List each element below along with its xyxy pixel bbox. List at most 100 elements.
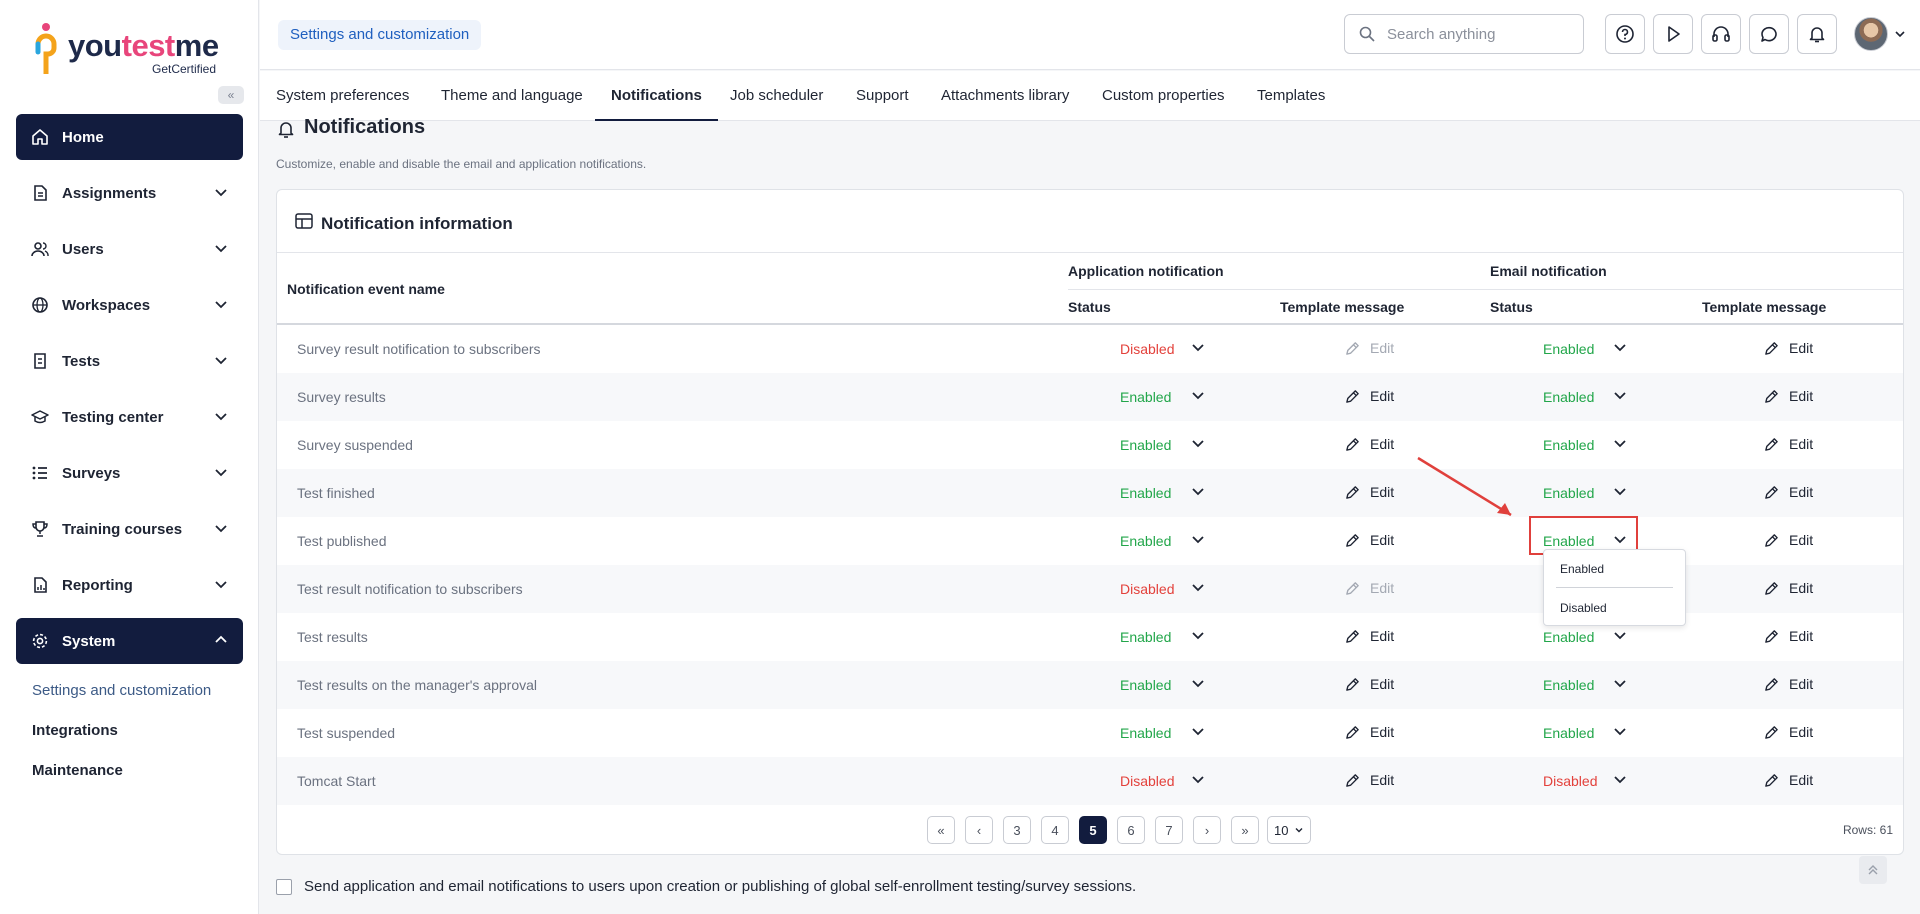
notifications-button[interactable] bbox=[1797, 14, 1837, 54]
email-status[interactable]: Disabled bbox=[1543, 773, 1598, 789]
app-edit-button[interactable]: Edit bbox=[1345, 580, 1394, 596]
logo[interactable]: youtestme GetCertified bbox=[34, 22, 234, 76]
chat-button[interactable] bbox=[1749, 14, 1789, 54]
prev-page-button[interactable]: ‹ bbox=[965, 816, 993, 844]
tab-theme-and-language[interactable]: Theme and language bbox=[441, 87, 583, 104]
play-button[interactable] bbox=[1653, 14, 1693, 54]
app-status[interactable]: Enabled bbox=[1120, 437, 1172, 453]
breadcrumb[interactable]: Settings and customization bbox=[278, 20, 482, 50]
chevron-down-icon[interactable] bbox=[1613, 388, 1627, 402]
sidebar-item-reporting[interactable]: Reporting bbox=[16, 562, 243, 608]
email-status[interactable]: Enabled bbox=[1543, 437, 1595, 453]
email-status[interactable]: Enabled bbox=[1543, 677, 1595, 693]
last-page-button[interactable]: » bbox=[1231, 816, 1259, 844]
email-edit-button[interactable]: Edit bbox=[1764, 628, 1813, 644]
app-status[interactable]: Enabled bbox=[1120, 677, 1172, 693]
chevron-down-icon[interactable] bbox=[1613, 436, 1627, 450]
dropdown-option-enabled[interactable]: Enabled bbox=[1560, 562, 1605, 576]
chevron-down-icon[interactable] bbox=[1613, 532, 1627, 546]
app-edit-button[interactable]: Edit bbox=[1345, 724, 1394, 740]
chevron-down-icon[interactable] bbox=[1613, 724, 1627, 738]
email-edit-button[interactable]: Edit bbox=[1764, 436, 1813, 452]
page-button[interactable]: 4 bbox=[1041, 816, 1069, 844]
chevron-down-icon[interactable] bbox=[1894, 28, 1906, 40]
page-button[interactable]: 6 bbox=[1117, 816, 1145, 844]
tab-notifications[interactable]: Notifications bbox=[595, 71, 718, 121]
support-button[interactable] bbox=[1701, 14, 1741, 54]
app-status[interactable]: Disabled bbox=[1120, 341, 1175, 357]
chevron-down-icon[interactable] bbox=[1613, 628, 1627, 642]
sub-item-integrations[interactable]: Integrations bbox=[32, 722, 118, 739]
email-edit-button[interactable]: Edit bbox=[1764, 532, 1813, 548]
tab-job-scheduler[interactable]: Job scheduler bbox=[730, 87, 824, 104]
email-edit-button[interactable]: Edit bbox=[1764, 580, 1813, 596]
collapse-sidebar-button[interactable]: « bbox=[218, 86, 244, 104]
app-status[interactable]: Enabled bbox=[1120, 725, 1172, 741]
sub-item-settings-and-customization[interactable]: Settings and customization bbox=[32, 682, 212, 699]
avatar[interactable] bbox=[1854, 17, 1888, 51]
search-input[interactable]: Search anything bbox=[1344, 14, 1584, 54]
email-edit-button[interactable]: Edit bbox=[1764, 676, 1813, 692]
chevron-down-icon[interactable] bbox=[1613, 484, 1627, 498]
chevron-down-icon[interactable] bbox=[1191, 676, 1205, 690]
app-edit-button[interactable]: Edit bbox=[1345, 436, 1394, 452]
next-page-button[interactable]: › bbox=[1193, 816, 1221, 844]
help-button[interactable] bbox=[1605, 14, 1645, 54]
email-status[interactable]: Enabled bbox=[1543, 725, 1595, 741]
app-edit-button[interactable]: Edit bbox=[1345, 484, 1394, 500]
chevron-down-icon[interactable] bbox=[1191, 484, 1205, 498]
chevron-down-icon[interactable] bbox=[1191, 436, 1205, 450]
tab-custom-properties[interactable]: Custom properties bbox=[1102, 87, 1225, 104]
page-button-current[interactable]: 5 bbox=[1079, 816, 1107, 844]
app-status[interactable]: Enabled bbox=[1120, 485, 1172, 501]
app-edit-button[interactable]: Edit bbox=[1345, 340, 1394, 356]
sidebar-item-users[interactable]: Users bbox=[16, 226, 243, 272]
app-status[interactable]: Disabled bbox=[1120, 773, 1175, 789]
first-page-button[interactable]: « bbox=[927, 816, 955, 844]
email-status[interactable]: Enabled bbox=[1543, 533, 1595, 549]
chevron-down-icon[interactable] bbox=[1191, 772, 1205, 786]
chevron-down-icon[interactable] bbox=[1191, 580, 1205, 594]
scroll-to-top-button[interactable] bbox=[1859, 856, 1887, 884]
email-edit-button[interactable]: Edit bbox=[1764, 484, 1813, 500]
sub-item-maintenance[interactable]: Maintenance bbox=[32, 762, 123, 779]
send-notifications-checkbox[interactable] bbox=[276, 878, 292, 895]
sidebar-item-surveys[interactable]: Surveys bbox=[16, 450, 243, 496]
sidebar-item-assignments[interactable]: Assignments bbox=[16, 170, 243, 216]
page-button[interactable]: 7 bbox=[1155, 816, 1183, 844]
email-status[interactable]: Enabled bbox=[1543, 341, 1595, 357]
email-edit-button[interactable]: Edit bbox=[1764, 388, 1813, 404]
app-edit-button[interactable]: Edit bbox=[1345, 628, 1394, 644]
chevron-down-icon[interactable] bbox=[1191, 340, 1205, 354]
app-edit-button[interactable]: Edit bbox=[1345, 388, 1394, 404]
sidebar-item-training-courses[interactable]: Training courses bbox=[16, 506, 243, 552]
sidebar-item-testing-center[interactable]: Testing center bbox=[16, 394, 243, 440]
sidebar-item-system[interactable]: System bbox=[16, 618, 243, 664]
chevron-down-icon[interactable] bbox=[1191, 628, 1205, 642]
email-status[interactable]: Enabled bbox=[1543, 629, 1595, 645]
page-button[interactable]: 3 bbox=[1003, 816, 1031, 844]
chevron-down-icon[interactable] bbox=[1613, 772, 1627, 786]
email-edit-button[interactable]: Edit bbox=[1764, 340, 1813, 356]
chevron-down-icon[interactable] bbox=[1613, 340, 1627, 354]
tab-templates[interactable]: Templates bbox=[1257, 87, 1326, 104]
chevron-down-icon[interactable] bbox=[1191, 388, 1205, 402]
app-status[interactable]: Enabled bbox=[1120, 629, 1172, 645]
app-edit-button[interactable]: Edit bbox=[1345, 676, 1394, 692]
app-edit-button[interactable]: Edit bbox=[1345, 772, 1394, 788]
email-edit-button[interactable]: Edit bbox=[1764, 724, 1813, 740]
app-edit-button[interactable]: Edit bbox=[1345, 532, 1394, 548]
email-status[interactable]: Enabled bbox=[1543, 485, 1595, 501]
tab-system-preferences[interactable]: System preferences bbox=[276, 87, 410, 104]
email-edit-button[interactable]: Edit bbox=[1764, 772, 1813, 788]
email-status[interactable]: Enabled bbox=[1543, 389, 1595, 405]
tab-attachments-library[interactable]: Attachments library bbox=[941, 87, 1070, 104]
app-status[interactable]: Disabled bbox=[1120, 581, 1175, 597]
dropdown-option-disabled[interactable]: Disabled bbox=[1560, 601, 1607, 615]
sidebar-item-tests[interactable]: Tests bbox=[16, 338, 243, 384]
tab-support[interactable]: Support bbox=[856, 87, 909, 104]
chevron-down-icon[interactable] bbox=[1191, 532, 1205, 546]
sidebar-item-workspaces[interactable]: Workspaces bbox=[16, 282, 243, 328]
chevron-down-icon[interactable] bbox=[1613, 676, 1627, 690]
chevron-down-icon[interactable] bbox=[1191, 724, 1205, 738]
